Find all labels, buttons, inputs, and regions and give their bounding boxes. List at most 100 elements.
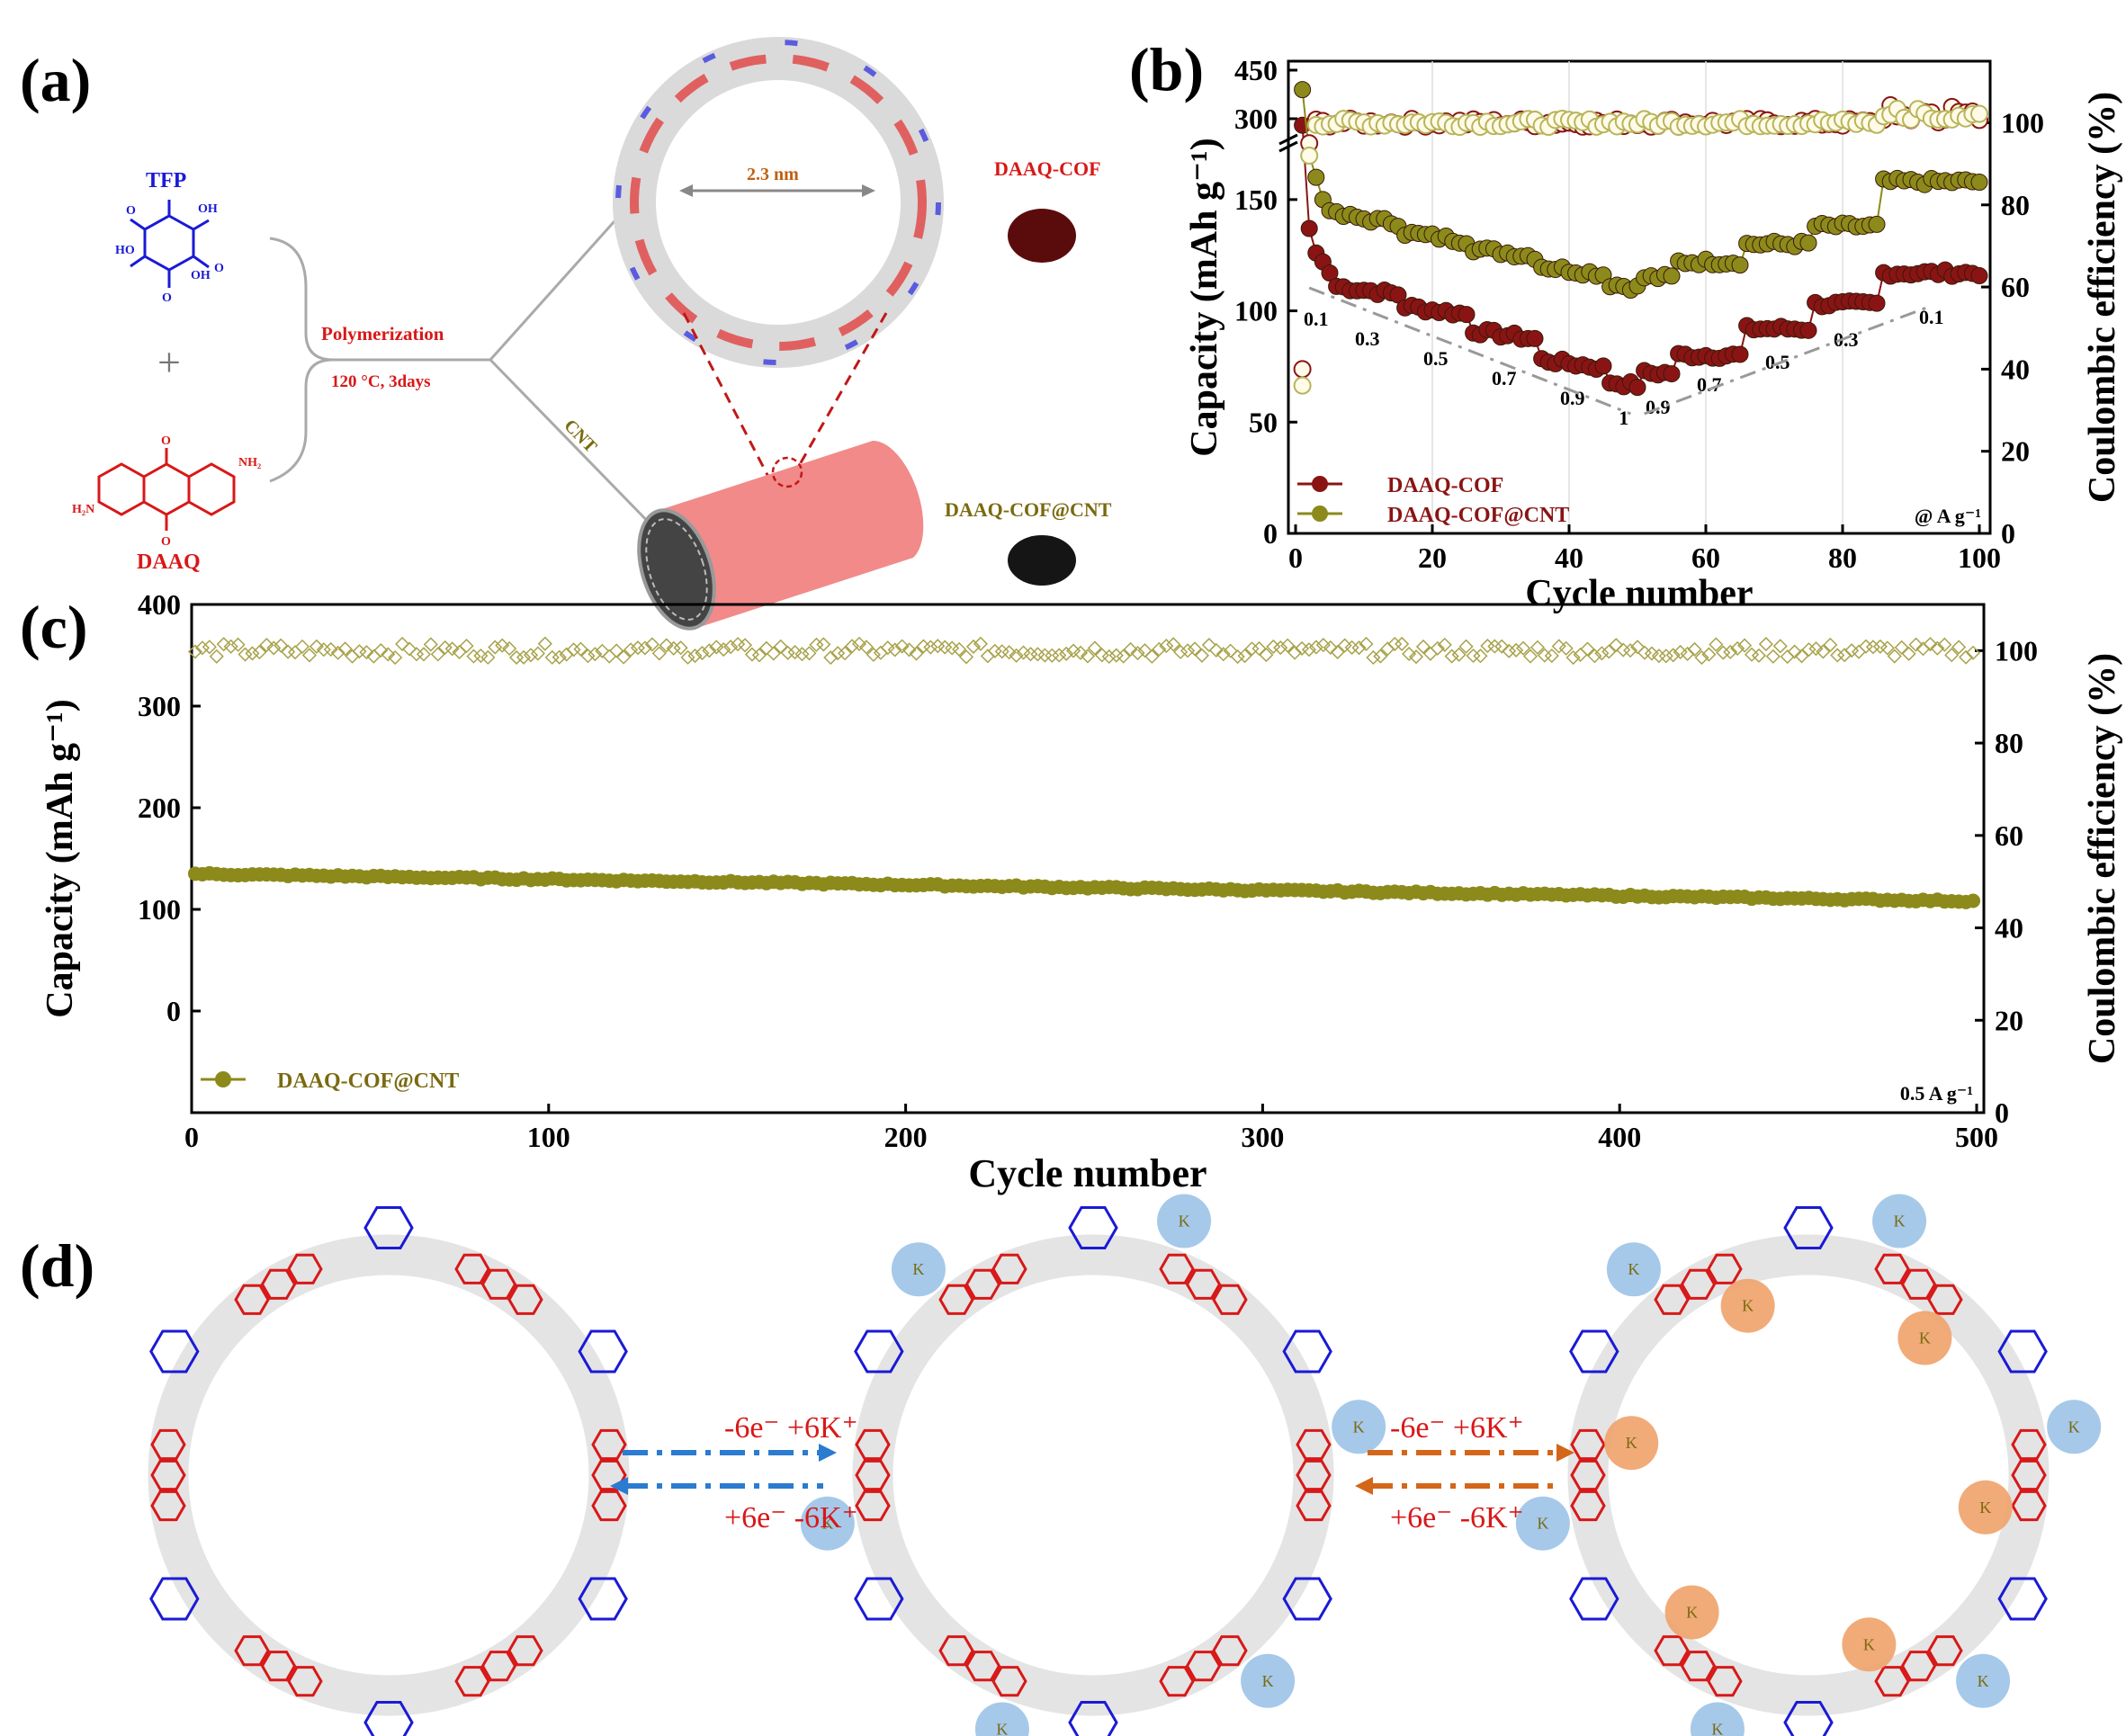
ce-point — [1072, 645, 1089, 660]
ce-point — [1280, 638, 1296, 653]
ce-point — [1609, 638, 1624, 653]
tfp-structure — [130, 200, 210, 288]
k-label: K — [1686, 1604, 1698, 1622]
ce-point — [1187, 641, 1203, 657]
ce-point — [1965, 645, 1981, 660]
daaq-linker — [855, 1490, 891, 1522]
ce-point — [509, 649, 525, 666]
zoom-line-right — [790, 312, 888, 479]
ce-point — [1330, 644, 1345, 660]
rate-label: 0.9 — [1646, 396, 1671, 418]
daaq-linker — [1707, 1666, 1743, 1697]
daaq-linker — [1927, 1284, 1963, 1315]
daaq-linker — [507, 1635, 543, 1667]
y-tick-label: 400 — [138, 588, 181, 621]
ring-shadow — [852, 1234, 1334, 1716]
ce-point — [602, 649, 617, 664]
daaq-linker — [260, 1651, 297, 1682]
ce-point — [1351, 640, 1367, 656]
k-ion-blue — [891, 1242, 946, 1297]
x-tick-label: 300 — [1241, 1121, 1284, 1153]
cof-ring-k3: K K K K K K — [800, 1194, 1386, 1736]
daaq-linker — [287, 1253, 323, 1284]
ce-point — [1529, 640, 1546, 655]
x-tick-label: 100 — [1958, 541, 2001, 574]
ce-point — [1887, 649, 1902, 664]
rate-trend-down — [1308, 286, 1631, 416]
rate-label: 1 — [1619, 407, 1628, 429]
daaq-linker — [1654, 1635, 1690, 1667]
daaq-linker — [1900, 1651, 1937, 1682]
tfp-node — [578, 1329, 628, 1374]
ce-point — [709, 640, 724, 655]
ce-point — [1758, 637, 1773, 652]
tfp-node — [1997, 1577, 2048, 1621]
k-label: K — [821, 1515, 833, 1533]
ce-point — [1294, 640, 1310, 656]
daaq-linker — [1680, 1268, 1717, 1300]
ce-point — [381, 647, 396, 662]
rate-label: 0.5 — [1765, 351, 1790, 373]
ce-point — [274, 638, 289, 653]
ce-point — [1673, 644, 1688, 659]
ce-point — [1879, 640, 1895, 656]
ce-point — [659, 638, 674, 653]
ce-point — [1123, 641, 1138, 658]
capacity-point — [1526, 329, 1544, 347]
ce-point — [466, 649, 481, 664]
daaq-linker — [260, 1268, 297, 1300]
capacity-point — [1970, 173, 1988, 191]
ce-point — [552, 649, 567, 665]
tfp-node — [149, 1577, 200, 1621]
y2-tick-label: 20 — [2001, 435, 2030, 468]
ce-point — [1045, 648, 1060, 663]
ce-point — [580, 649, 596, 664]
ce-point — [309, 639, 324, 654]
daaq-linker — [1900, 1268, 1937, 1300]
ce-point — [1373, 649, 1388, 664]
ce-point — [1737, 638, 1753, 653]
ce-point — [1787, 644, 1802, 659]
x-tick-label: 200 — [884, 1121, 928, 1153]
y2-tick-label: 0 — [2001, 517, 2015, 550]
ce-point — [702, 643, 717, 658]
ce-point — [1059, 646, 1074, 661]
ce-point — [823, 649, 839, 666]
ce-point — [1451, 647, 1467, 662]
k-label: K — [1179, 1213, 1190, 1230]
reaction-arrows-2: -6e⁻ +6K⁺ +6e⁻ -6K⁺ — [1355, 1411, 1574, 1535]
k-ion-blue — [1606, 1242, 1661, 1297]
daaq-atoms: O O NH₂ H₂N — [72, 434, 261, 549]
ce-point — [223, 639, 238, 654]
ce-point — [1130, 645, 1145, 661]
ce-point — [495, 638, 510, 653]
daaq-linker — [1185, 1651, 1222, 1682]
ce-point — [281, 644, 296, 659]
k-label: K — [2068, 1418, 2080, 1436]
ce-point — [1215, 647, 1231, 662]
zoom-line-left — [682, 312, 771, 479]
k-label: K — [1537, 1515, 1548, 1533]
daaq-linker — [1159, 1666, 1195, 1697]
ce-point — [1301, 642, 1317, 658]
ce-point — [408, 647, 425, 662]
k-ion-orange — [1664, 1585, 1719, 1640]
ce-point — [902, 642, 917, 658]
x-tick-label: 400 — [1598, 1121, 1641, 1153]
capacity-point — [1628, 379, 1646, 397]
ce-point — [488, 640, 503, 655]
tfp-node — [1282, 1329, 1332, 1374]
ce-point — [523, 648, 539, 663]
tfp-node — [1569, 1329, 1619, 1374]
ce-point — [1387, 636, 1403, 652]
ce-point — [1244, 641, 1260, 657]
daaq-linker — [480, 1651, 517, 1682]
ce-point — [809, 637, 824, 652]
daaq-linker — [2011, 1459, 2047, 1491]
panel-a-label: (a) — [20, 46, 91, 114]
ce-point — [373, 643, 389, 658]
ce-point — [909, 646, 924, 661]
daaq-linker — [454, 1666, 490, 1697]
ce-point — [1970, 104, 1988, 123]
daaq-linker — [1296, 1459, 1332, 1491]
